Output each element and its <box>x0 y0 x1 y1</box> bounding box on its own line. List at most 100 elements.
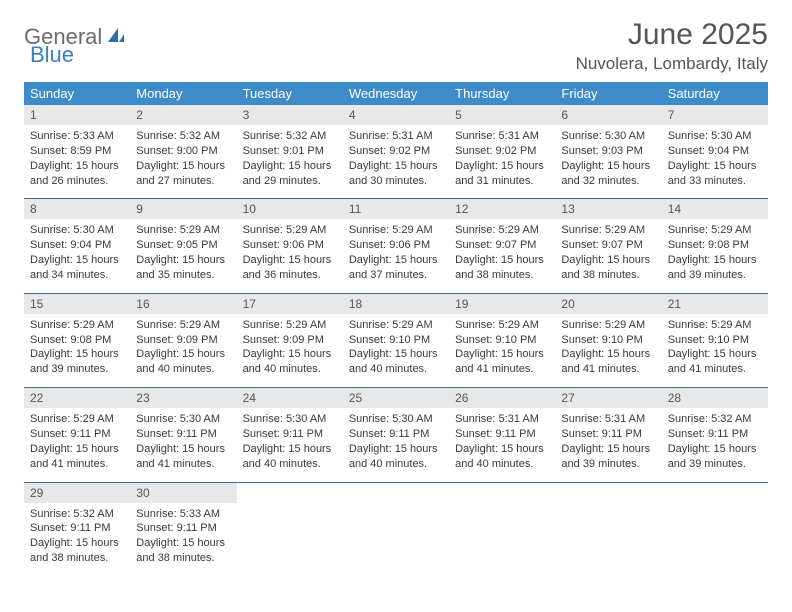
day-number: 10 <box>237 199 343 219</box>
day-body: Sunrise: 5:29 AMSunset: 9:08 PMDaylight:… <box>662 219 768 292</box>
day-cell: 3Sunrise: 5:32 AMSunset: 9:01 PMDaylight… <box>237 105 343 198</box>
day-cell: 9Sunrise: 5:29 AMSunset: 9:05 PMDaylight… <box>130 199 236 292</box>
day-cell: 13Sunrise: 5:29 AMSunset: 9:07 PMDayligh… <box>555 199 661 292</box>
day-number: 17 <box>237 294 343 314</box>
day-cell: . <box>662 483 768 576</box>
day-body: Sunrise: 5:32 AMSunset: 9:11 PMDaylight:… <box>24 503 130 576</box>
day-number: 3 <box>237 105 343 125</box>
dow-cell: Wednesday <box>343 82 449 105</box>
day-body: Sunrise: 5:29 AMSunset: 9:08 PMDaylight:… <box>24 314 130 387</box>
day-cell: 4Sunrise: 5:31 AMSunset: 9:02 PMDaylight… <box>343 105 449 198</box>
day-number: 12 <box>449 199 555 219</box>
day-number: 28 <box>662 388 768 408</box>
day-number: 6 <box>555 105 661 125</box>
day-cell: 6Sunrise: 5:30 AMSunset: 9:03 PMDaylight… <box>555 105 661 198</box>
day-cell: 1Sunrise: 5:33 AMSunset: 8:59 PMDaylight… <box>24 105 130 198</box>
day-cell: . <box>449 483 555 576</box>
dow-cell: Sunday <box>24 82 130 105</box>
dow-cell: Tuesday <box>237 82 343 105</box>
day-body: Sunrise: 5:29 AMSunset: 9:10 PMDaylight:… <box>449 314 555 387</box>
day-cell: 12Sunrise: 5:29 AMSunset: 9:07 PMDayligh… <box>449 199 555 292</box>
day-cell: 28Sunrise: 5:32 AMSunset: 9:11 PMDayligh… <box>662 388 768 481</box>
day-body: Sunrise: 5:30 AMSunset: 9:04 PMDaylight:… <box>662 125 768 198</box>
day-body: Sunrise: 5:32 AMSunset: 9:01 PMDaylight:… <box>237 125 343 198</box>
day-body: Sunrise: 5:29 AMSunset: 9:10 PMDaylight:… <box>343 314 449 387</box>
day-number: 24 <box>237 388 343 408</box>
day-number: 4 <box>343 105 449 125</box>
day-cell: 29Sunrise: 5:32 AMSunset: 9:11 PMDayligh… <box>24 483 130 576</box>
day-body: Sunrise: 5:29 AMSunset: 9:07 PMDaylight:… <box>449 219 555 292</box>
day-cell: 11Sunrise: 5:29 AMSunset: 9:06 PMDayligh… <box>343 199 449 292</box>
day-cell: 14Sunrise: 5:29 AMSunset: 9:08 PMDayligh… <box>662 199 768 292</box>
day-body: Sunrise: 5:29 AMSunset: 9:07 PMDaylight:… <box>555 219 661 292</box>
day-body: Sunrise: 5:32 AMSunset: 9:00 PMDaylight:… <box>130 125 236 198</box>
day-body: Sunrise: 5:29 AMSunset: 9:11 PMDaylight:… <box>24 408 130 481</box>
day-number: 21 <box>662 294 768 314</box>
day-number: 7 <box>662 105 768 125</box>
day-body: Sunrise: 5:30 AMSunset: 9:11 PMDaylight:… <box>130 408 236 481</box>
day-cell: 24Sunrise: 5:30 AMSunset: 9:11 PMDayligh… <box>237 388 343 481</box>
day-cell: 19Sunrise: 5:29 AMSunset: 9:10 PMDayligh… <box>449 294 555 387</box>
day-body: Sunrise: 5:29 AMSunset: 9:10 PMDaylight:… <box>662 314 768 387</box>
week-row: 15Sunrise: 5:29 AMSunset: 9:08 PMDayligh… <box>24 294 768 388</box>
day-cell: 5Sunrise: 5:31 AMSunset: 9:02 PMDaylight… <box>449 105 555 198</box>
day-number: 14 <box>662 199 768 219</box>
day-cell: 30Sunrise: 5:33 AMSunset: 9:11 PMDayligh… <box>130 483 236 576</box>
day-body: Sunrise: 5:31 AMSunset: 9:02 PMDaylight:… <box>449 125 555 198</box>
day-cell: . <box>237 483 343 576</box>
day-body: Sunrise: 5:29 AMSunset: 9:09 PMDaylight:… <box>237 314 343 387</box>
day-body: Sunrise: 5:30 AMSunset: 9:03 PMDaylight:… <box>555 125 661 198</box>
day-cell: 7Sunrise: 5:30 AMSunset: 9:04 PMDaylight… <box>662 105 768 198</box>
day-cell: 25Sunrise: 5:30 AMSunset: 9:11 PMDayligh… <box>343 388 449 481</box>
day-cell: 21Sunrise: 5:29 AMSunset: 9:10 PMDayligh… <box>662 294 768 387</box>
day-number: 19 <box>449 294 555 314</box>
day-number: 15 <box>24 294 130 314</box>
day-body: Sunrise: 5:30 AMSunset: 9:04 PMDaylight:… <box>24 219 130 292</box>
day-body: Sunrise: 5:29 AMSunset: 9:10 PMDaylight:… <box>555 314 661 387</box>
day-number: 26 <box>449 388 555 408</box>
day-body: Sunrise: 5:29 AMSunset: 9:06 PMDaylight:… <box>343 219 449 292</box>
calendar: SundayMondayTuesdayWednesdayThursdayFrid… <box>24 82 768 576</box>
day-number: 1 <box>24 105 130 125</box>
day-body: Sunrise: 5:29 AMSunset: 9:09 PMDaylight:… <box>130 314 236 387</box>
day-cell: . <box>343 483 449 576</box>
day-cell: 20Sunrise: 5:29 AMSunset: 9:10 PMDayligh… <box>555 294 661 387</box>
day-number: 23 <box>130 388 236 408</box>
day-number: 29 <box>24 483 130 503</box>
day-number: 8 <box>24 199 130 219</box>
day-body: Sunrise: 5:31 AMSunset: 9:02 PMDaylight:… <box>343 125 449 198</box>
day-number: 16 <box>130 294 236 314</box>
brand-sail-icon <box>106 26 126 49</box>
day-number: 22 <box>24 388 130 408</box>
dow-cell: Monday <box>130 82 236 105</box>
day-number: 20 <box>555 294 661 314</box>
day-cell: 15Sunrise: 5:29 AMSunset: 9:08 PMDayligh… <box>24 294 130 387</box>
day-number: 13 <box>555 199 661 219</box>
day-body: Sunrise: 5:32 AMSunset: 9:11 PMDaylight:… <box>662 408 768 481</box>
page-title: June 2025 <box>576 18 768 52</box>
day-cell: 26Sunrise: 5:31 AMSunset: 9:11 PMDayligh… <box>449 388 555 481</box>
day-cell: 8Sunrise: 5:30 AMSunset: 9:04 PMDaylight… <box>24 199 130 292</box>
day-body: Sunrise: 5:31 AMSunset: 9:11 PMDaylight:… <box>449 408 555 481</box>
day-cell: 22Sunrise: 5:29 AMSunset: 9:11 PMDayligh… <box>24 388 130 481</box>
day-cell: 27Sunrise: 5:31 AMSunset: 9:11 PMDayligh… <box>555 388 661 481</box>
day-number: 27 <box>555 388 661 408</box>
day-body: Sunrise: 5:29 AMSunset: 9:06 PMDaylight:… <box>237 219 343 292</box>
day-number: 18 <box>343 294 449 314</box>
day-cell: . <box>555 483 661 576</box>
day-body: Sunrise: 5:30 AMSunset: 9:11 PMDaylight:… <box>237 408 343 481</box>
day-number: 30 <box>130 483 236 503</box>
day-number: 9 <box>130 199 236 219</box>
brand-text-2: Blue <box>30 42 74 67</box>
day-cell: 16Sunrise: 5:29 AMSunset: 9:09 PMDayligh… <box>130 294 236 387</box>
day-cell: 23Sunrise: 5:30 AMSunset: 9:11 PMDayligh… <box>130 388 236 481</box>
header: General June 2025 Nuvolera, Lombardy, It… <box>24 18 768 74</box>
dow-header-row: SundayMondayTuesdayWednesdayThursdayFrid… <box>24 82 768 105</box>
week-row: 22Sunrise: 5:29 AMSunset: 9:11 PMDayligh… <box>24 388 768 482</box>
day-cell: 2Sunrise: 5:32 AMSunset: 9:00 PMDaylight… <box>130 105 236 198</box>
dow-cell: Saturday <box>662 82 768 105</box>
day-number: 5 <box>449 105 555 125</box>
day-body: Sunrise: 5:29 AMSunset: 9:05 PMDaylight:… <box>130 219 236 292</box>
day-body: Sunrise: 5:33 AMSunset: 9:11 PMDaylight:… <box>130 503 236 576</box>
week-row: 8Sunrise: 5:30 AMSunset: 9:04 PMDaylight… <box>24 199 768 293</box>
